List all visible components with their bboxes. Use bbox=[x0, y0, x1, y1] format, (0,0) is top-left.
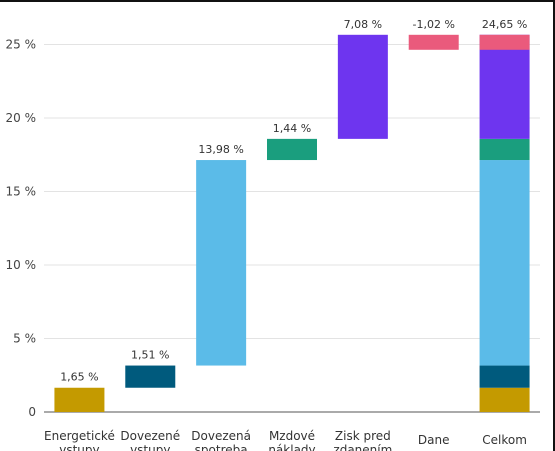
category-label-line2: vstupy bbox=[130, 443, 170, 451]
waterfall-bar bbox=[196, 160, 247, 366]
data-label: 1,65 % bbox=[60, 371, 98, 384]
category-label: Energetické bbox=[44, 429, 115, 443]
waterfall-bar bbox=[54, 387, 105, 412]
total-bar-segment bbox=[479, 387, 530, 412]
data-label: 7,08 % bbox=[344, 18, 382, 31]
data-label: -1,02 % bbox=[413, 18, 455, 31]
waterfall-bar bbox=[125, 365, 176, 388]
total-bar-segment bbox=[479, 138, 530, 161]
category-label: Celkom bbox=[482, 433, 527, 447]
total-bar-segment bbox=[479, 34, 530, 139]
data-label: 24,65 % bbox=[482, 18, 527, 31]
total-bar-segment bbox=[479, 365, 530, 388]
waterfall-bar bbox=[267, 138, 317, 161]
y-tick-label: 0 bbox=[28, 405, 36, 419]
waterfall-bar bbox=[337, 34, 388, 139]
y-tick-label: 20 % bbox=[6, 111, 37, 125]
category-label: Mzdové bbox=[269, 429, 315, 443]
category-label-line2: vstupy bbox=[59, 443, 99, 451]
category-label: Dane bbox=[418, 433, 450, 447]
category-label-line2: náklady bbox=[268, 443, 315, 451]
data-label: 1,44 % bbox=[273, 122, 311, 135]
total-bar-segment bbox=[479, 160, 530, 366]
total-bar-segment bbox=[479, 34, 530, 50]
y-tick-label: 5 % bbox=[13, 332, 36, 346]
y-tick-label: 10 % bbox=[6, 258, 37, 272]
y-tick-label: 25 % bbox=[6, 38, 37, 52]
category-label: Zisk pred bbox=[335, 429, 391, 443]
category-label: Dovezená bbox=[191, 429, 251, 443]
y-tick-label: 15 % bbox=[6, 185, 37, 199]
data-label: 13,98 % bbox=[198, 143, 243, 156]
waterfall-bar bbox=[408, 34, 459, 50]
data-label: 1,51 % bbox=[131, 349, 169, 362]
category-label: Dovezené bbox=[120, 429, 180, 443]
category-label-line2: spotreba bbox=[195, 443, 248, 451]
category-label-line2: zdanením bbox=[333, 443, 392, 451]
